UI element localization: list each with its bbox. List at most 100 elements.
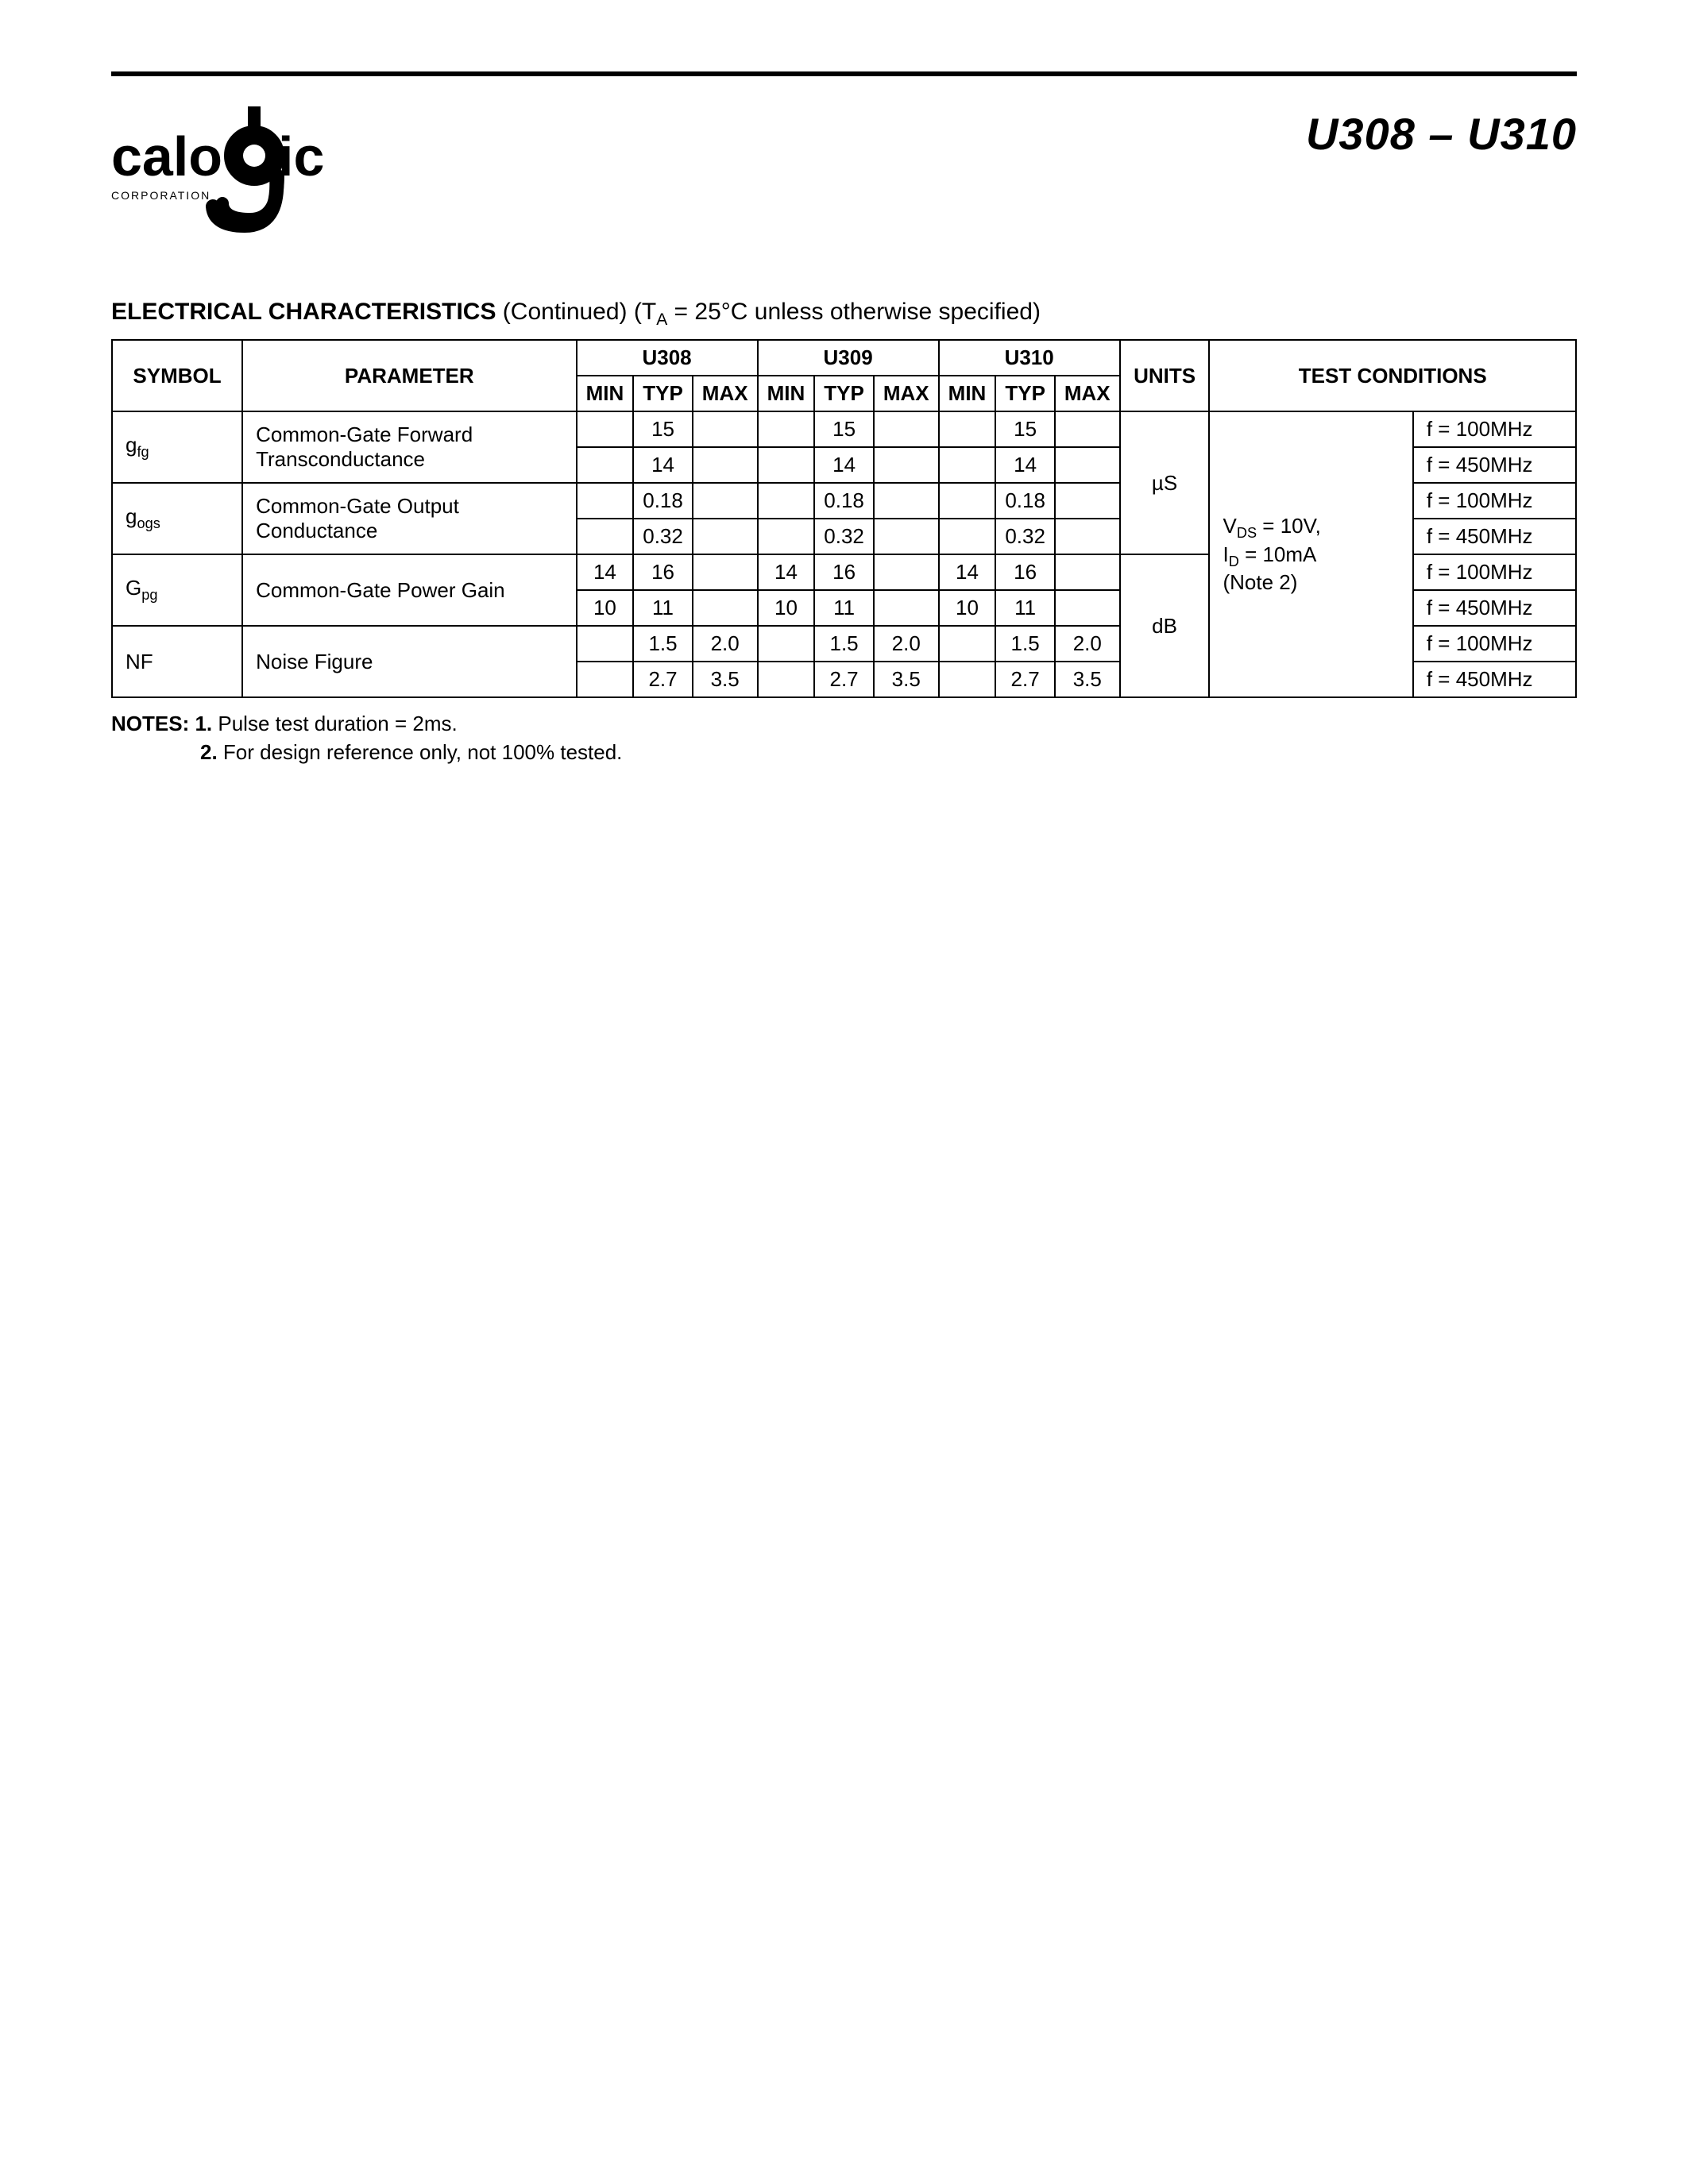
tc-id-val: = 10mA — [1239, 542, 1317, 566]
cell-value: 2.0 — [874, 626, 939, 662]
section-title-bold: ELECTRICAL CHARACTERISTICS — [111, 299, 496, 325]
cell-value: 0.18 — [995, 483, 1054, 519]
th-symbol: SYMBOL — [112, 340, 242, 411]
cell-value: 10 — [939, 590, 996, 626]
cell-value — [577, 519, 634, 554]
th-u310: U310 — [939, 340, 1120, 376]
cell-value: 15 — [814, 411, 873, 447]
cell-value — [939, 626, 996, 662]
tc-note: (Note 2) — [1223, 570, 1297, 594]
note-1-text: Pulse test duration = 2ms. — [212, 712, 458, 735]
th-parameter: PARAMETER — [242, 340, 576, 411]
cell-symbol: gogs — [112, 483, 242, 554]
cell-value — [1055, 447, 1120, 483]
symbol-base: g — [126, 504, 137, 528]
cell-value — [874, 519, 939, 554]
calogic-logo-icon: calo ic CORPORATION — [111, 100, 350, 251]
table-row: gfg Common-Gate Forward Transconductance… — [112, 411, 1576, 447]
cell-value: 1.5 — [633, 626, 692, 662]
th-u310-min: MIN — [939, 376, 996, 411]
symbol-base: NF — [126, 650, 153, 673]
cell-value: 11 — [633, 590, 692, 626]
th-u308: U308 — [577, 340, 758, 376]
svg-text:ic: ic — [278, 125, 324, 187]
cell-value — [939, 519, 996, 554]
th-u309-typ: TYP — [814, 376, 873, 411]
cell-value — [874, 554, 939, 590]
th-u309-max: MAX — [874, 376, 939, 411]
cell-value: 14 — [758, 554, 815, 590]
table-head: SYMBOL PARAMETER U308 U309 U310 UNITS TE… — [112, 340, 1576, 411]
cell-value — [693, 554, 758, 590]
cell-freq: f = 100MHz — [1413, 411, 1576, 447]
cell-value — [939, 447, 996, 483]
cell-value: 0.32 — [814, 519, 873, 554]
th-u310-typ: TYP — [995, 376, 1054, 411]
note-2-text: For design reference only, not 100% test… — [218, 740, 623, 764]
cell-value — [1055, 483, 1120, 519]
cell-value — [939, 662, 996, 697]
cell-value: 2.7 — [814, 662, 873, 697]
cell-units: µS — [1120, 411, 1210, 554]
cell-value — [939, 483, 996, 519]
cell-parameter: Common-Gate Output Conductance — [242, 483, 576, 554]
cell-value: 3.5 — [874, 662, 939, 697]
cell-value: 0.32 — [633, 519, 692, 554]
symbol-sub: pg — [141, 588, 157, 604]
cell-freq: f = 450MHz — [1413, 447, 1576, 483]
cell-value — [577, 483, 634, 519]
table-body: gfg Common-Gate Forward Transconductance… — [112, 411, 1576, 697]
tc-vds-val: = 10V, — [1257, 514, 1321, 538]
cell-value: 14 — [814, 447, 873, 483]
cell-value: 2.0 — [1055, 626, 1120, 662]
cell-value: 10 — [577, 590, 634, 626]
th-u308-typ: TYP — [633, 376, 692, 411]
cell-value — [577, 626, 634, 662]
cell-value — [693, 519, 758, 554]
cell-value — [758, 626, 815, 662]
electrical-characteristics-table: SYMBOL PARAMETER U308 U309 U310 UNITS TE… — [111, 339, 1577, 698]
cell-value — [577, 447, 634, 483]
cell-value: 14 — [577, 554, 634, 590]
tc-id-sub: D — [1229, 554, 1239, 569]
tc-vds-sub: DS — [1237, 526, 1257, 542]
section-title-text2: = 25°C unless otherwise specified) — [667, 299, 1041, 325]
table-header-row-1: SYMBOL PARAMETER U308 U309 U310 UNITS TE… — [112, 340, 1576, 376]
th-u308-min: MIN — [577, 376, 634, 411]
cell-value — [758, 447, 815, 483]
cell-value: 11 — [995, 590, 1054, 626]
cell-freq: f = 450MHz — [1413, 662, 1576, 697]
cell-value: 0.18 — [633, 483, 692, 519]
cell-freq: f = 100MHz — [1413, 483, 1576, 519]
cell-value: 10 — [758, 590, 815, 626]
section-title-sub: A — [656, 311, 667, 329]
notes-label: NOTES: — [111, 712, 189, 735]
notes-block: NOTES: 1. Pulse test duration = 2ms. 2. … — [111, 709, 1577, 767]
cell-value: 2.0 — [693, 626, 758, 662]
cell-value: 15 — [995, 411, 1054, 447]
cell-value: 14 — [995, 447, 1054, 483]
cell-parameter: Noise Figure — [242, 626, 576, 697]
cell-value: 11 — [814, 590, 873, 626]
cell-value — [874, 447, 939, 483]
cell-value — [874, 590, 939, 626]
cell-value: 0.18 — [814, 483, 873, 519]
cell-value — [874, 411, 939, 447]
part-number-title: U308 – U310 — [1306, 108, 1577, 160]
cell-value — [1055, 411, 1120, 447]
cell-symbol: gfg — [112, 411, 242, 483]
cell-symbol: NF — [112, 626, 242, 697]
cell-value: 14 — [633, 447, 692, 483]
cell-parameter: Common-Gate Forward Transconductance — [242, 411, 576, 483]
cell-value: 2.7 — [633, 662, 692, 697]
tc-id: I — [1223, 542, 1228, 566]
symbol-sub: ogs — [137, 516, 160, 532]
cell-value — [693, 411, 758, 447]
cell-value: 1.5 — [995, 626, 1054, 662]
corporation-text: CORPORATION — [111, 189, 211, 202]
tc-vds: V — [1223, 514, 1236, 538]
th-u309: U309 — [758, 340, 939, 376]
top-rule — [111, 71, 1577, 76]
cell-value: 16 — [995, 554, 1054, 590]
cell-freq: f = 100MHz — [1413, 554, 1576, 590]
